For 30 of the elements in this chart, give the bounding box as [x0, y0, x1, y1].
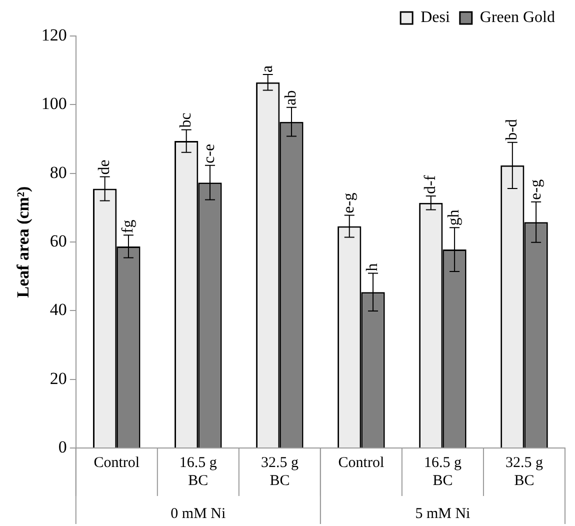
x-tick-label: Control: [94, 454, 140, 471]
y-tick-label: 40: [50, 300, 67, 320]
data-label: e-g: [340, 192, 358, 214]
data-label: ab: [282, 90, 300, 106]
x-tick-label: Control: [338, 454, 384, 471]
data-label: c-e: [201, 144, 218, 164]
y-tick-label: 80: [50, 162, 67, 182]
x-tick-label: 16.5 g BC: [424, 454, 462, 489]
y-tick-label: 0: [58, 437, 67, 456]
data-label: de: [96, 160, 114, 175]
data-label: e-g: [527, 179, 544, 200]
y-axis-title: Leaf area (cm²): [14, 186, 33, 298]
data-label: a: [259, 65, 276, 72]
text: 5 mM Ni: [415, 506, 470, 522]
text: 0 mM Ni: [170, 506, 226, 522]
legend-label: Green Gold: [480, 9, 556, 26]
data-label: h: [364, 263, 382, 272]
data-label: d-f: [422, 174, 440, 194]
y-tick-label: 100: [41, 94, 67, 114]
y-tick-label: 20: [50, 368, 67, 388]
y-tick-label: 60: [50, 231, 67, 250]
legend-label: Desi: [420, 9, 450, 26]
data-label: b-d: [504, 119, 521, 140]
data-label: gh: [446, 210, 463, 226]
x-tick-label: 32.5 g BC: [260, 454, 299, 489]
x-tick-label: 32.5 g BC: [505, 454, 544, 489]
y-tick-label: 120: [41, 25, 67, 44]
x-tick-label: 16.5 g BC: [179, 454, 218, 489]
data-label: bc: [178, 112, 195, 128]
data-label: fg: [120, 220, 137, 234]
